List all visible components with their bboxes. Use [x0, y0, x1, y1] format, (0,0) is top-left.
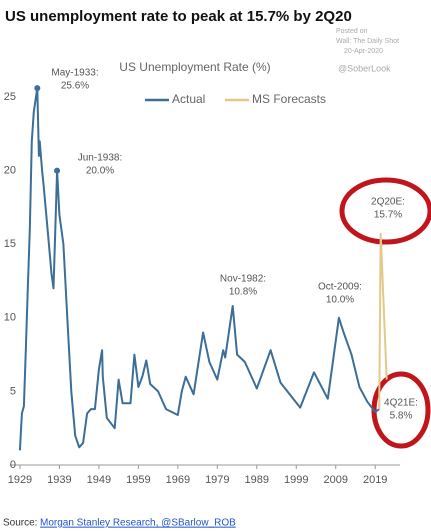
- x-tick-label: 2019: [363, 474, 387, 486]
- y-tick-label: 0: [10, 459, 16, 471]
- chart-subtitle: US Unemployment Rate (%): [119, 60, 270, 74]
- legend-label: Actual: [172, 92, 205, 106]
- annotation: Nov-1982:: [220, 274, 266, 285]
- annotation: 5.8%: [390, 411, 413, 422]
- annotation: 20.0%: [86, 166, 114, 177]
- x-tick-label: 1949: [87, 474, 111, 486]
- y-tick-label: 25: [4, 91, 16, 103]
- legend-label: MS Forecasts: [252, 92, 326, 106]
- annotation: 25.6%: [61, 81, 89, 92]
- peak-marker: [54, 167, 61, 174]
- x-tick-label: 1989: [245, 474, 269, 486]
- peak-marker: [34, 85, 41, 92]
- y-tick-label: 15: [4, 238, 16, 250]
- x-tick-label: 1979: [205, 474, 229, 486]
- x-tick-label: 1939: [47, 474, 71, 486]
- annotation: 4Q21E:: [384, 398, 418, 409]
- annotation: 10.8%: [229, 287, 257, 298]
- highlight-circle: [339, 177, 431, 245]
- chart-title: US unemployment rate to peak at 15.7% by…: [5, 8, 352, 25]
- x-tick-label: 1969: [166, 474, 190, 486]
- watermark: @SoberLook: [338, 63, 391, 73]
- annotation: 15.7%: [374, 210, 402, 221]
- source: Source:: [3, 518, 37, 529]
- annotation: May-1933:: [51, 68, 98, 79]
- source-link[interactable]: Morgan Stanley Research, @SBarlow_ROB: [40, 518, 236, 529]
- y-tick-label: 10: [4, 312, 16, 324]
- x-tick-label: 1959: [126, 474, 150, 486]
- x-tick-label: 1999: [284, 474, 308, 486]
- y-tick-label: 5: [10, 385, 16, 397]
- watermark: Wall: The Daily Shot: [336, 38, 399, 45]
- watermark: Posted on: [336, 28, 368, 35]
- annotation: 2Q20E:: [371, 197, 405, 208]
- watermark: 20-Apr-2020: [344, 48, 383, 55]
- x-tick-label: 2009: [323, 474, 347, 486]
- annotation: Oct-2009:: [318, 282, 362, 293]
- y-tick-label: 20: [4, 165, 16, 177]
- annotation: 10.0%: [326, 295, 354, 306]
- series-line: [378, 232, 388, 410]
- annotation: Jun-1938:: [78, 153, 122, 164]
- x-tick-label: 1929: [8, 474, 32, 486]
- series-line: [18, 87, 380, 451]
